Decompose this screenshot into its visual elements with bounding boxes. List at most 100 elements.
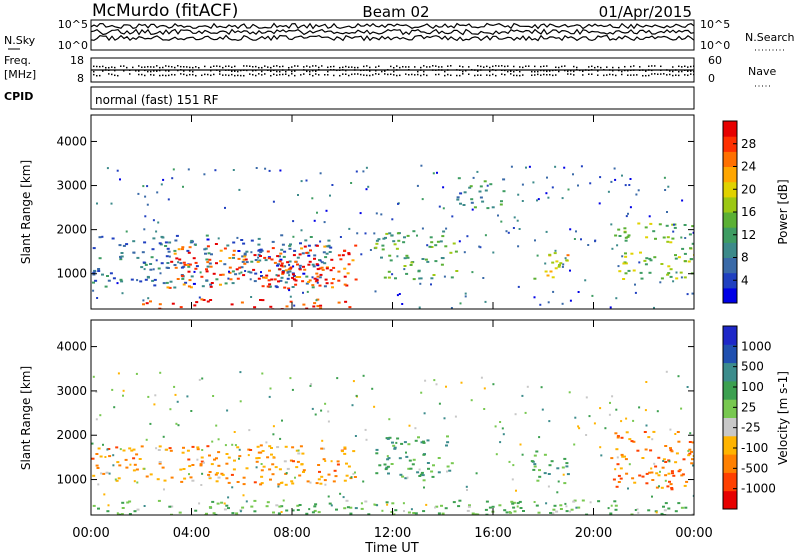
heatmap-cell [664, 474, 668, 477]
heatmap-cell [205, 268, 208, 271]
freq-trace-dot [363, 74, 365, 76]
heatmap-cell [243, 262, 247, 265]
freq-trace-dot [345, 73, 347, 75]
freq-trace-dot [324, 74, 326, 76]
heatmap-cell [636, 449, 640, 452]
freq-trace-dot [96, 74, 98, 77]
heatmap-cell [557, 480, 560, 483]
heatmap-cell [327, 495, 330, 498]
heatmap-cell [281, 481, 284, 484]
heatmap-cell [300, 247, 304, 250]
heatmap-cell [97, 507, 100, 510]
heatmap-cell [191, 479, 195, 482]
heatmap-cell [499, 441, 502, 444]
heatmap-cell [116, 461, 120, 464]
velocity-colorbar-label: Velocity [m s-1] [776, 371, 790, 465]
heatmap-cell [543, 453, 547, 456]
heatmap-cell [551, 276, 555, 279]
heatmap-cell [128, 513, 132, 515]
heatmap-cell [193, 270, 196, 273]
heatmap-cell [291, 509, 295, 512]
heatmap-cell [352, 472, 355, 475]
heatmap-cell [689, 432, 692, 435]
heatmap-cell [481, 200, 485, 203]
freq-trace-dot [222, 74, 224, 76]
heatmap-cell [409, 264, 413, 266]
heatmap-cell [343, 275, 347, 278]
heatmap-cell [266, 250, 270, 253]
noise-trace-line [90, 28, 695, 36]
heatmap-cell [630, 513, 634, 515]
heatmap-cell [640, 277, 644, 280]
x-tick-label: 20:00 [575, 526, 612, 541]
heatmap-cell [194, 244, 197, 246]
heatmap-cell [295, 276, 299, 278]
colorbar-segment [723, 242, 737, 258]
freq-trace-dot [252, 73, 254, 76]
heatmap-cell [440, 504, 443, 507]
heatmap-cell [241, 255, 245, 258]
heatmap-cell [271, 247, 275, 250]
heatmap-cell [206, 245, 210, 248]
heatmap-cell [179, 306, 183, 309]
heatmap-cell [132, 448, 136, 451]
heatmap-cell [405, 272, 409, 275]
freq-trace-dot [561, 65, 563, 68]
heatmap-cell [692, 231, 694, 234]
freq-trace-dot [435, 65, 437, 67]
freq-trace-dot [351, 66, 353, 68]
heatmap-cell [169, 280, 173, 283]
heatmap-cell [669, 483, 673, 486]
heatmap-cell [299, 267, 302, 270]
heatmap-cell [177, 424, 180, 427]
freq-trace-dot [387, 73, 389, 76]
heatmap-cell [611, 247, 614, 250]
heatmap-cell [265, 441, 268, 444]
heatmap-cell [248, 429, 251, 432]
freq-trace-dot [513, 74, 515, 77]
heatmap-cell [276, 446, 280, 449]
colorbar-tick-label: 28 [741, 137, 756, 151]
heatmap-cell [364, 500, 368, 503]
heatmap-cell [362, 374, 365, 377]
heatmap-cell [284, 445, 288, 448]
heatmap-cell [475, 472, 478, 475]
heatmap-cell [132, 240, 136, 243]
colorbar-segment [723, 417, 737, 437]
heatmap-cell [395, 441, 398, 444]
freq-trace-dot [615, 74, 617, 77]
heatmap-cell [429, 236, 433, 239]
freq-trace-dot [459, 74, 461, 77]
heatmap-cell [681, 473, 685, 476]
heatmap-cell [184, 281, 188, 284]
heatmap-cell [662, 505, 665, 508]
heatmap-cell [164, 245, 168, 247]
heatmap-cell [182, 468, 186, 470]
freq-trace-dot [369, 70, 371, 72]
heatmap-cell [285, 472, 288, 475]
heatmap-cell [158, 307, 162, 309]
heatmap-cell [205, 270, 209, 273]
heatmap-cell [575, 506, 578, 509]
heatmap-cell [649, 449, 653, 452]
heatmap-cell [269, 478, 272, 481]
heatmap-cell [325, 282, 329, 285]
heatmap-cell [422, 479, 426, 482]
heatmap-cell [546, 274, 550, 277]
heatmap-cell [676, 431, 680, 433]
heatmap-cell [266, 285, 270, 288]
heatmap-cell [471, 271, 474, 274]
heatmap-cell [323, 221, 326, 224]
heatmap-cell [484, 508, 488, 511]
heatmap-cell [418, 306, 421, 309]
freq-trace-dot [276, 65, 278, 67]
heatmap-cell [284, 483, 288, 486]
heatmap-cell [650, 467, 653, 470]
freq-trace-dot [243, 74, 245, 77]
heatmap-cell [403, 268, 406, 271]
freq-trace-dot [291, 66, 293, 68]
heatmap-cell [653, 256, 657, 259]
heatmap-cell [691, 292, 694, 295]
heatmap-cell [545, 192, 548, 195]
heatmap-cell [618, 235, 622, 237]
